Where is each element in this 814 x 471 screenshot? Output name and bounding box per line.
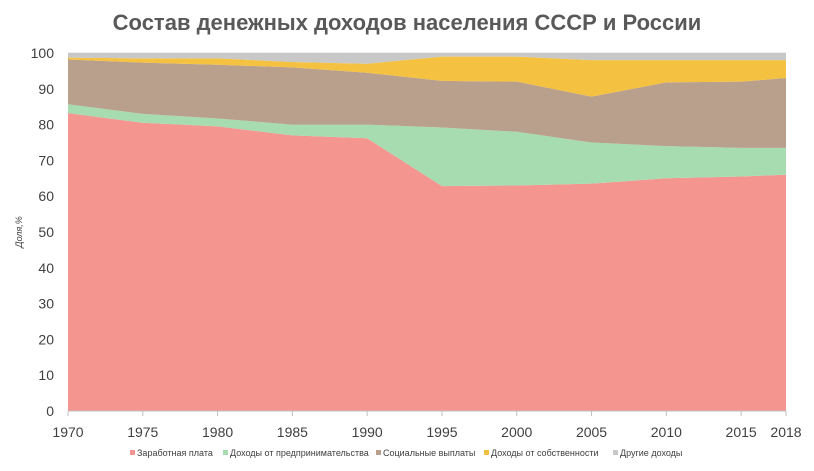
area-series-5 [68, 53, 786, 64]
x-tick-label-2000: 2000 [501, 424, 532, 440]
y-tick-label-100: 100 [31, 45, 55, 61]
x-tick-label-2010: 2010 [651, 424, 682, 440]
x-tick-label-1975: 1975 [127, 424, 158, 440]
y-tick-label-40: 40 [38, 260, 54, 276]
legend-label-5: Другие доходы [620, 448, 682, 458]
area-series-1 [68, 113, 786, 411]
area-series-3 [68, 59, 786, 148]
x-tick-label-2015: 2015 [726, 424, 757, 440]
y-tick-label-50: 50 [38, 224, 54, 240]
legend-label-1: Заработная плата [137, 448, 213, 458]
y-tick-label-90: 90 [38, 81, 54, 97]
y-tick-label-20: 20 [38, 331, 54, 347]
legend-swatch-4 [484, 450, 489, 455]
legend-swatch-1 [130, 450, 135, 455]
chart-title: Состав денежных доходов населения СССР и… [113, 10, 702, 35]
x-axis-ticks: 1970 1975 1980 1985 1990 1995 2000 2005 2010 2015… [52, 411, 802, 440]
legend-label-3: Социальные выплаты [383, 448, 475, 458]
x-tick-label-1970: 1970 [52, 424, 83, 440]
legend-label-2: Доходы от предпринимательства [230, 448, 369, 458]
x-tick-label-2005: 2005 [576, 424, 607, 440]
y-axis-ticks: 0 10 20 30 40 50 60 70 80 90 100 [31, 45, 55, 419]
x-tick-label-2018: 2018 [770, 424, 801, 440]
x-tick-label-1995: 1995 [426, 424, 457, 440]
area-series-4 [68, 56, 786, 97]
y-tick-label-60: 60 [38, 188, 54, 204]
area-series-2 [68, 104, 786, 187]
y-tick-label-10: 10 [38, 367, 54, 383]
legend-swatch-2 [223, 450, 228, 455]
y-tick-label-30: 30 [38, 296, 54, 312]
legend-swatch-3 [376, 450, 381, 455]
x-tick-label-1990: 1990 [352, 424, 383, 440]
y-tick-label-0: 0 [46, 403, 54, 419]
y-axis-label: Доля,% [14, 216, 24, 249]
y-tick-label-70: 70 [38, 152, 54, 168]
legend: Заработная плата Доходы от предпринимател… [130, 448, 682, 458]
x-tick-label-1980: 1980 [202, 424, 233, 440]
legend-swatch-5 [613, 450, 618, 455]
y-tick-label-80: 80 [38, 117, 54, 133]
x-tick-label-1985: 1985 [277, 424, 308, 440]
legend-label-4: Доходы от собственности [491, 448, 599, 458]
area-series-layer [68, 53, 786, 411]
